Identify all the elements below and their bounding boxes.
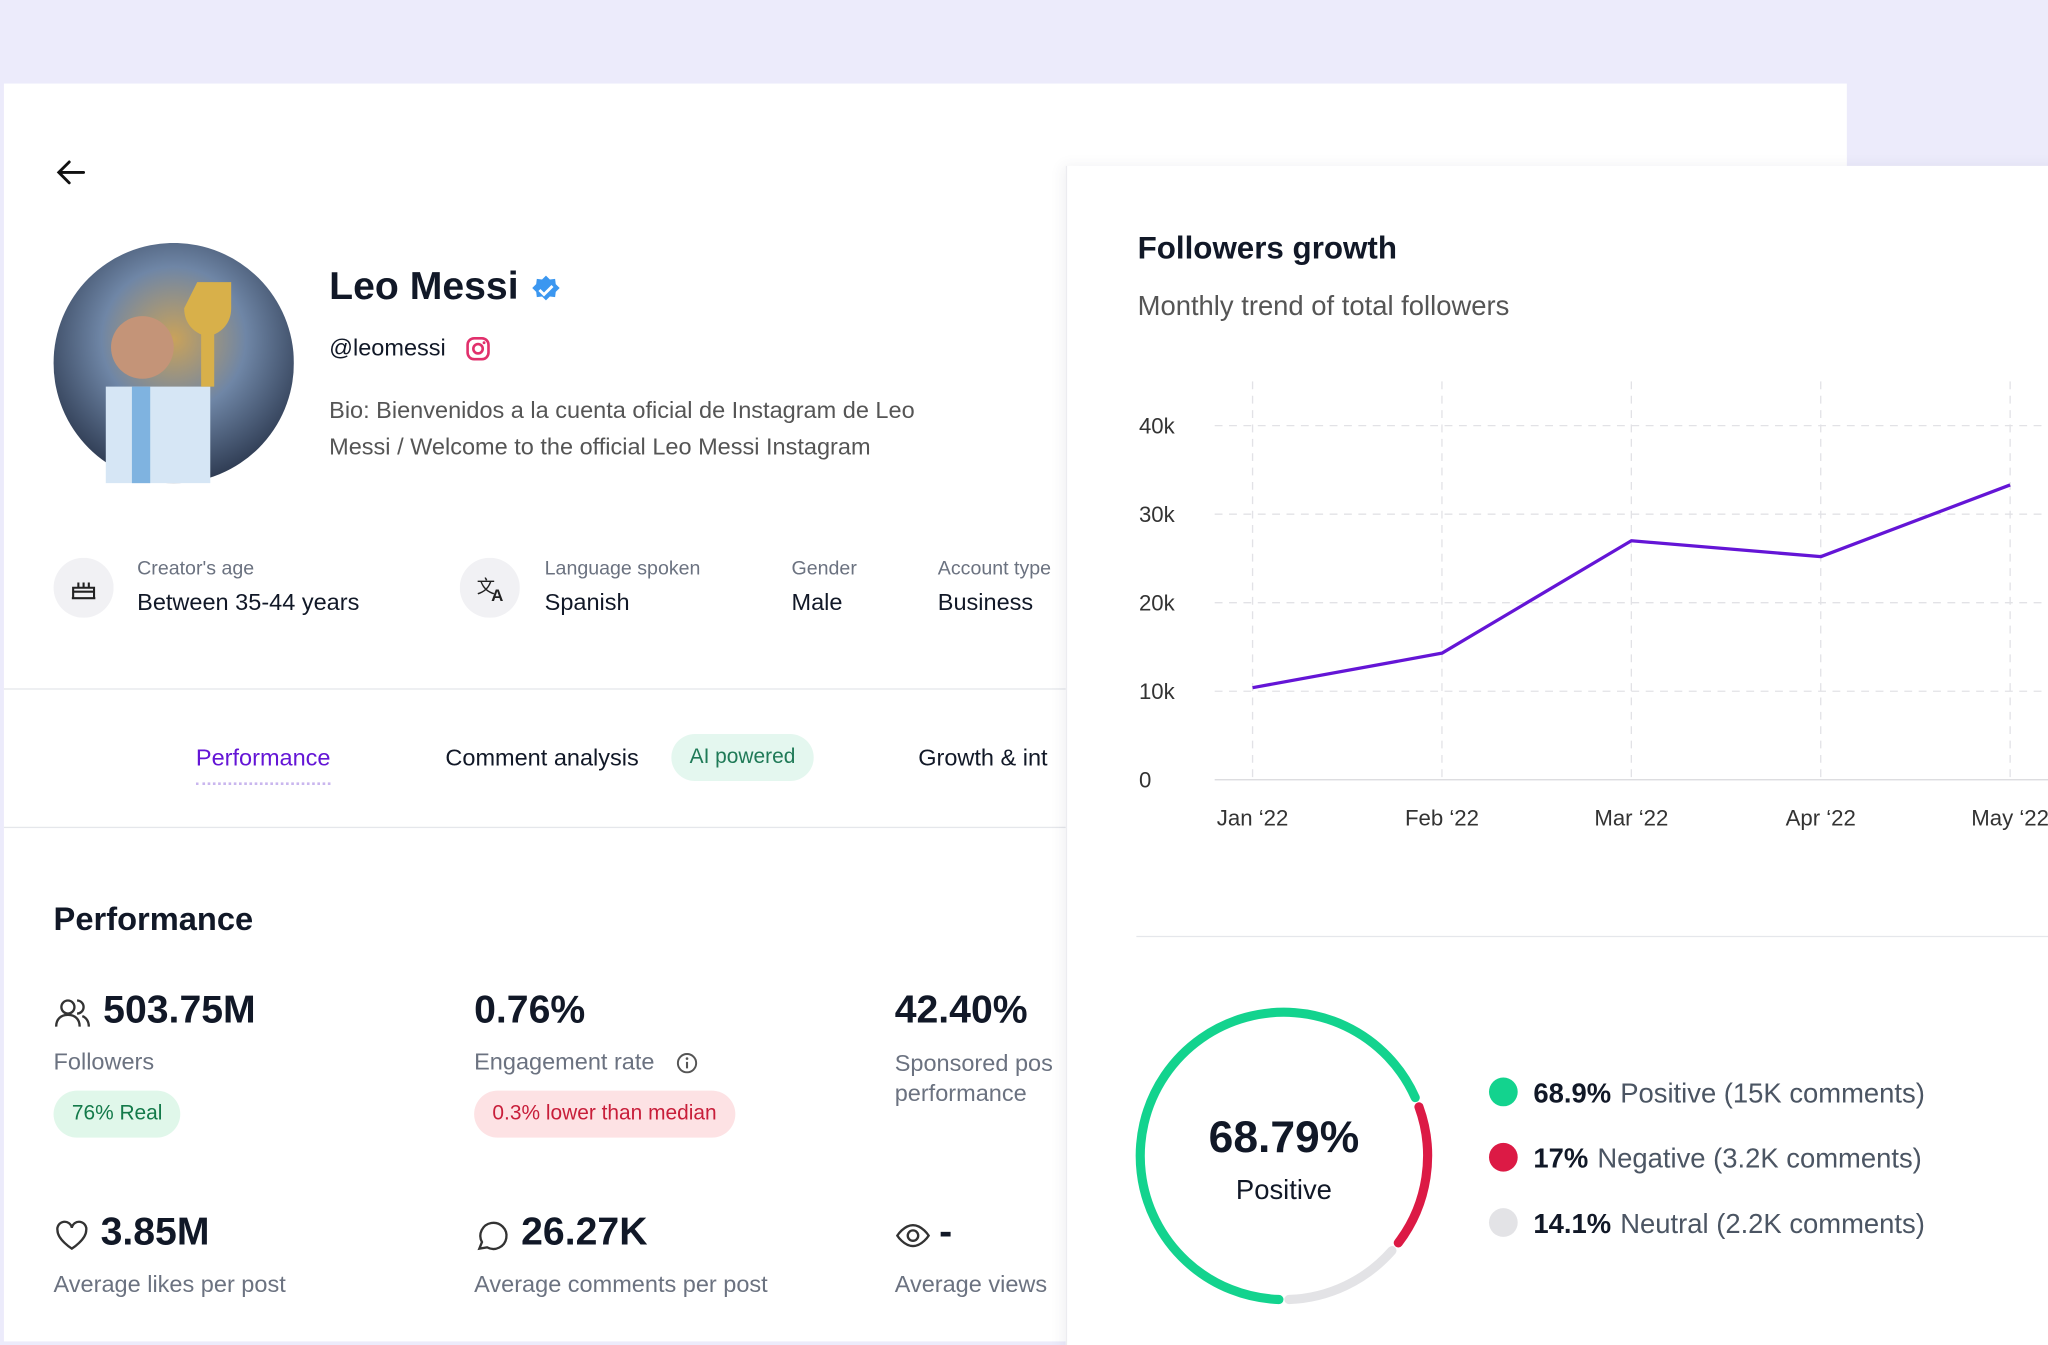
tab[interactable]: Growth & int [918, 744, 1048, 771]
followers-line [1252, 483, 2011, 690]
info-label: Gender [791, 557, 857, 580]
x-tick-label: Jan ‘22 [1217, 805, 1289, 830]
donut-center-label: Positive [1236, 1174, 1332, 1205]
legend-entry: 17% Negative (3.2K comments) [1533, 1143, 1921, 1174]
views-icon [895, 1223, 931, 1248]
donut-segment [1135, 1007, 1420, 1305]
svg-text:文: 文 [477, 576, 495, 597]
divider [3, 826, 1075, 829]
legend-entry: 14.1% Neutral (2.2K comments) [1533, 1208, 1924, 1239]
info-value: Male [791, 589, 843, 616]
likes-icon [56, 1220, 88, 1251]
stat-value: - [939, 1210, 953, 1254]
stat-label: Followers [53, 1048, 155, 1075]
legend-entry: 68.9% Positive (15K comments) [1533, 1077, 1924, 1108]
divider [3, 688, 1075, 690]
y-tick-label: 30k [1139, 502, 1176, 527]
info-value: Spanish [544, 589, 630, 616]
avatar [53, 242, 294, 484]
y-tick-label: 40k [1139, 413, 1176, 438]
info-icon[interactable] [675, 1051, 699, 1075]
x-tick-label: Apr ‘22 [1786, 805, 1856, 830]
info-label: Account type [937, 557, 1052, 580]
profile-name: Leo Messi [329, 265, 519, 309]
tab[interactable]: Comment analysis [445, 744, 639, 771]
legend-dot [1488, 1142, 1518, 1172]
legend-dot [1488, 1077, 1518, 1107]
legend-value: 68.9% [1533, 1077, 1611, 1108]
svg-text:A: A [491, 586, 503, 605]
donut-segment [1393, 1102, 1433, 1248]
legend-label: Negative (3.2K comments) [1597, 1143, 1921, 1174]
verified-icon [532, 275, 560, 301]
info-value: Business [937, 589, 1034, 616]
stat-label: Average comments per post [474, 1270, 768, 1297]
section-title: Performance [53, 901, 254, 938]
info-label: Language spoken [544, 557, 701, 580]
stat-value: 0.76% [474, 988, 586, 1032]
comments-icon [477, 1221, 508, 1251]
tab-active[interactable]: Performance [195, 744, 331, 785]
legend-label: Neutral (2.2K comments) [1620, 1208, 1925, 1239]
back-button[interactable] [52, 154, 91, 193]
stat-label: Average views [894, 1270, 1048, 1297]
x-tick-label: Feb ‘22 [1405, 805, 1479, 830]
instagram-icon [466, 336, 490, 361]
stat-badge: 0.3% lower than median [474, 1090, 735, 1138]
stat-label: Average likes per post [53, 1270, 286, 1297]
x-tick-label: May ‘22 [1971, 805, 2048, 830]
stat-label: Engagement rate [474, 1048, 655, 1075]
legend-value: 14.1% [1533, 1208, 1611, 1239]
y-tick-label: 10k [1139, 679, 1176, 704]
chart-title: Followers growth [1138, 231, 1397, 266]
info-value: Between 35-44 years [137, 589, 360, 616]
stat-value: 3.85M [100, 1210, 210, 1254]
followers-icon [54, 999, 90, 1027]
language-icon: 文A [459, 557, 520, 618]
donut-segment [1284, 1246, 1397, 1305]
chart-panel [1065, 165, 2048, 1345]
legend-value: 17% [1533, 1143, 1588, 1174]
stat-value: 26.27K [521, 1210, 648, 1254]
legend-dot [1488, 1208, 1518, 1237]
ai-badge: AI powered [671, 734, 814, 782]
profile-bio: Bio: Bienvenidos a la cuenta oficial de … [329, 397, 915, 460]
donut-center-value: 68.79% [1209, 1113, 1360, 1162]
stat-value: 42.40% [894, 988, 1028, 1032]
profile-handle: @leomessi [329, 334, 446, 361]
stat-badge: 76% Real [53, 1090, 181, 1138]
y-tick-label: 20k [1139, 591, 1176, 616]
info-label: Creator's age [137, 557, 255, 580]
age-icon [53, 557, 114, 618]
y-tick-label: 0 [1139, 768, 1151, 793]
x-tick-label: Mar ‘22 [1594, 805, 1668, 830]
legend-label: Positive (15K comments) [1620, 1077, 1925, 1108]
stat-value: 503.75M [103, 988, 256, 1032]
chart-subtitle: Monthly trend of total followers [1138, 290, 1510, 321]
stat-label: Sponsored pos performance [894, 1050, 1053, 1107]
